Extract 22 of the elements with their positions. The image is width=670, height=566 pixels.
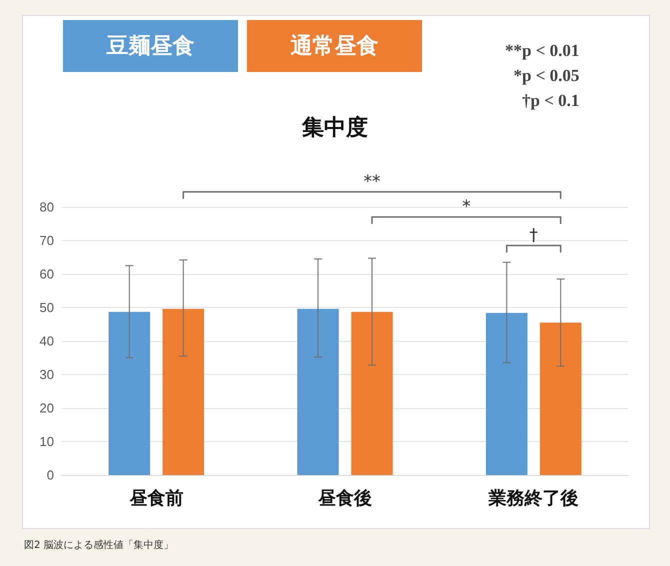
chart-title: 集中度 (301, 114, 368, 140)
y-tick-label: 80 (40, 200, 54, 214)
y-tick-label: 70 (40, 233, 54, 248)
text: *p < 0.05 (512, 65, 580, 87)
text: 通常昼食 (247, 20, 422, 72)
y-tick-label: 60 (40, 266, 54, 282)
annotation: † (529, 226, 538, 246)
text: **p < 0.01 (505, 40, 580, 62)
text: †p < 0.1 (521, 90, 580, 112)
text: 豆麺昼食 (63, 20, 238, 72)
y-tick-label: 10 (40, 434, 54, 449)
text: ** (363, 172, 380, 192)
y-tick-label: 50 (40, 300, 54, 315)
y-tick-label: 20 (40, 400, 54, 416)
x-tick-label: 昼食後 (317, 488, 372, 508)
y-tick-label: 40 (40, 334, 54, 348)
y-tick-label: 30 (40, 367, 54, 382)
caption: 図2 脳波による感性値「集中度」 (24, 538, 174, 552)
annotation: * (462, 197, 471, 218)
x-tick-label: 昼食前 (128, 488, 184, 508)
x-tick-label: 業務終了後 (488, 488, 579, 508)
y-tick-label: 0 (46, 468, 54, 482)
